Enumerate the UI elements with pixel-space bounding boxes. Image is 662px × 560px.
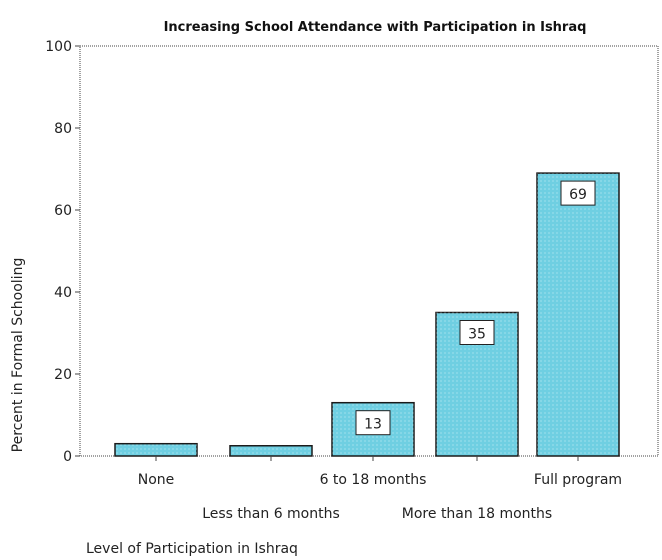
bar-texture xyxy=(537,173,619,456)
bar-texture xyxy=(230,445,312,456)
data-label: 69 xyxy=(569,187,587,203)
data-label-box xyxy=(355,410,391,436)
y-tick-label: 100 xyxy=(45,39,72,55)
data-label: 35 xyxy=(468,327,486,343)
data-label: 13 xyxy=(364,417,382,433)
y-tick-label: 20 xyxy=(54,367,72,383)
y-tick-label: 40 xyxy=(54,285,72,301)
chart-title: Increasing School Attendance with Partic… xyxy=(164,20,587,35)
y-tick-label: 80 xyxy=(54,121,72,137)
x-tick-label: More than 18 months xyxy=(402,506,552,522)
bar-texture xyxy=(115,443,197,456)
x-tick-label: None xyxy=(138,472,175,488)
y-tick-label: 60 xyxy=(54,203,72,219)
x-tick-label: 6 to 18 months xyxy=(320,472,427,488)
y-axis-label: Percent in Formal Schooling xyxy=(10,258,26,453)
data-label-box xyxy=(459,320,495,345)
y-tick-label: 0 xyxy=(63,449,72,465)
x-axis-label: Level of Participation in Ishraq xyxy=(86,541,298,557)
x-tick-label: Full program xyxy=(534,472,622,488)
bars: 13 35 69 xyxy=(114,172,620,457)
y-axis: 0 20 40 60 80 100 xyxy=(45,39,80,465)
x-axis: None Less than 6 months 6 to 18 months More… xyxy=(138,456,622,522)
data-label-box xyxy=(560,180,596,206)
x-tick-label: Less than 6 months xyxy=(202,506,340,522)
